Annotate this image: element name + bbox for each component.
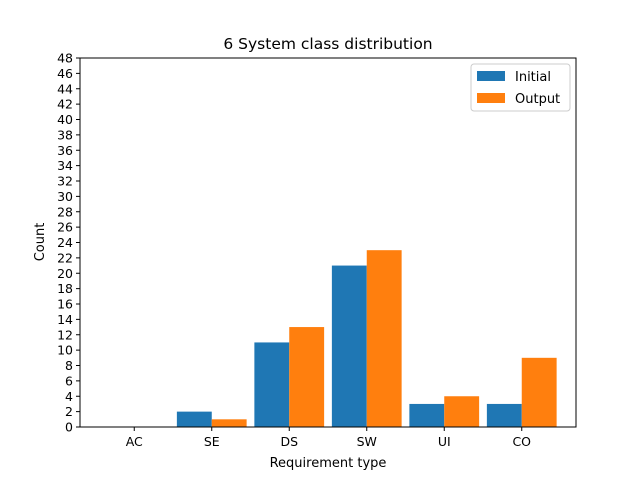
bar-output-sw <box>366 250 402 427</box>
chart-title: 6 System class distribution <box>223 35 432 53</box>
legend: Initial Output <box>470 63 571 112</box>
legend-label-initial: Initial <box>515 70 551 85</box>
legend-swatch-output <box>477 93 505 103</box>
legend-swatch-initial <box>477 71 505 81</box>
y-tick-label: 36 <box>57 143 73 158</box>
x-tick-label: UI <box>438 434 451 449</box>
plot-area-frame <box>79 57 577 428</box>
y-tick-label: 22 <box>57 250 73 265</box>
x-tick-label: SW <box>357 434 377 449</box>
bar-initial-ds <box>254 342 290 427</box>
bar-initial-sw <box>331 265 367 427</box>
y-tick-label: 38 <box>57 127 73 142</box>
bar-output-co <box>521 357 557 427</box>
x-tick-label: CO <box>512 434 531 449</box>
legend-label-output: Output <box>515 92 560 107</box>
y-tick-label: 0 <box>65 420 73 435</box>
bar-initial-ui <box>409 403 445 427</box>
y-tick-label: 48 <box>57 51 73 66</box>
y-tick-label: 24 <box>57 235 73 250</box>
bars-layer <box>176 250 557 427</box>
bar-output-se <box>211 419 247 427</box>
y-tick-label: 8 <box>65 358 73 373</box>
y-tick-label: 18 <box>57 281 73 296</box>
bar-output-ds <box>289 327 325 427</box>
y-tick-label: 2 <box>65 404 73 419</box>
y-tick-label: 44 <box>57 81 73 96</box>
x-axis-label: Requirement type <box>270 456 387 471</box>
y-axis-label: Count <box>33 223 48 262</box>
x-tick-label: DS <box>280 434 298 449</box>
bar-output-ui <box>444 396 480 427</box>
y-tick-label: 16 <box>57 297 73 312</box>
y-tick-label: 28 <box>57 204 73 219</box>
y-tick-label: 12 <box>57 327 73 342</box>
x-tick-label: AC <box>126 434 143 449</box>
x-tick-label: SE <box>204 434 220 449</box>
bar-initial-co <box>486 403 522 427</box>
y-tick-label: 34 <box>57 158 73 173</box>
y-tick-label: 10 <box>57 343 73 358</box>
y-tick-label: 4 <box>65 389 73 404</box>
bar-initial-se <box>176 411 212 427</box>
y-tick-label: 46 <box>57 66 73 81</box>
y-tick-label: 6 <box>65 373 73 388</box>
y-tick-label: 20 <box>57 266 73 281</box>
x-axis: AC SE DS SW UI CO <box>126 427 531 449</box>
y-tick-label: 40 <box>57 112 73 127</box>
y-tick-label: 30 <box>57 189 73 204</box>
y-tick-label: 32 <box>57 174 73 189</box>
y-tick-label: 26 <box>57 220 73 235</box>
y-tick-label: 42 <box>57 97 73 112</box>
y-axis: 0246810121416182022242628303234363840424… <box>57 51 80 435</box>
y-tick-label: 14 <box>57 312 73 327</box>
